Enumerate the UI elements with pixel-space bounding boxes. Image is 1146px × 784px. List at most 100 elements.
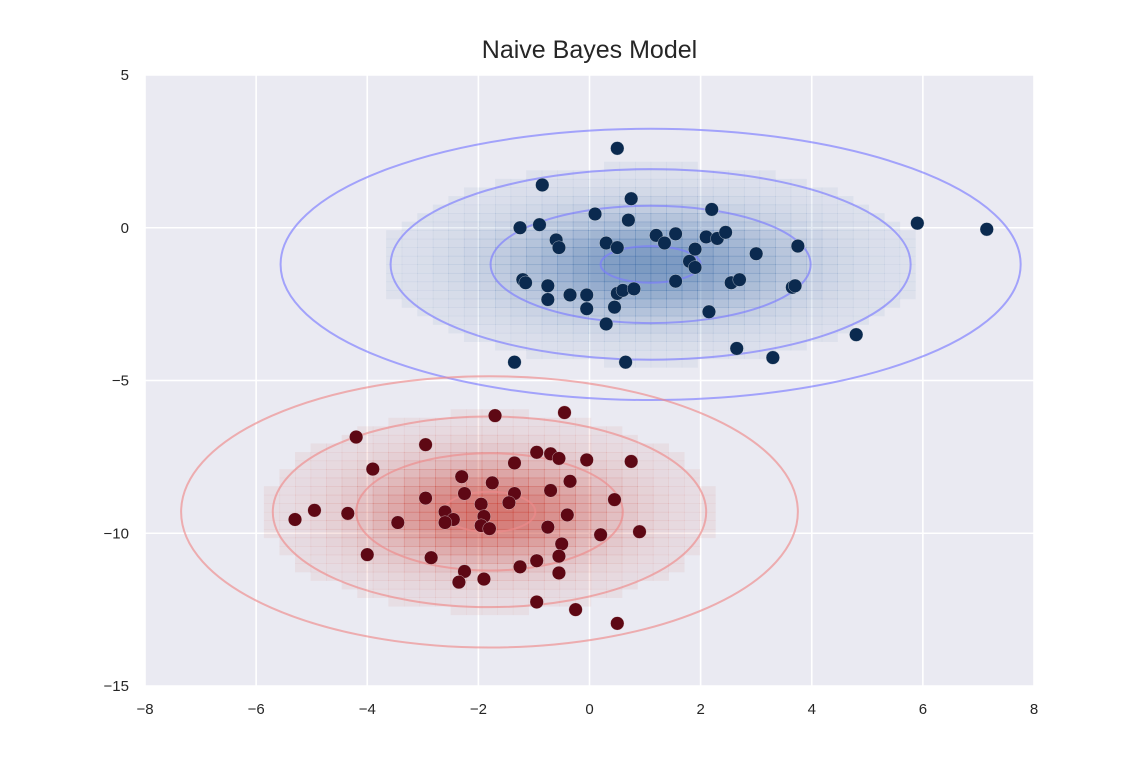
data-point [551, 566, 566, 580]
data-point [599, 317, 614, 331]
x-tick-label: −6 [248, 701, 265, 718]
x-tick-label: −2 [470, 701, 487, 718]
data-point [529, 553, 544, 568]
data-point [593, 527, 608, 542]
data-point [910, 216, 925, 231]
data-point [688, 260, 703, 275]
data-point [365, 462, 380, 477]
data-point [563, 288, 578, 302]
data-point [543, 483, 558, 498]
density-blue [386, 161, 916, 368]
data-point [288, 512, 302, 527]
y-tick-label: −10 [104, 525, 129, 542]
chart-title: Naive Bayes Model [481, 36, 698, 64]
data-point [563, 474, 578, 489]
data-point [607, 492, 622, 507]
data-point [551, 549, 566, 564]
data-point [540, 292, 555, 307]
data-point [476, 572, 491, 587]
data-point [390, 515, 405, 530]
data-point [610, 141, 625, 156]
x-tick-label: 8 [1030, 701, 1038, 718]
data-point [624, 191, 639, 206]
data-point [790, 239, 805, 254]
x-tick-label: −8 [136, 701, 153, 718]
x-tick-label: 2 [696, 701, 704, 718]
data-point [621, 213, 636, 228]
data-point [732, 272, 747, 287]
data-point [624, 454, 639, 469]
data-point [704, 202, 719, 217]
data-point [979, 222, 994, 237]
data-point [554, 536, 569, 551]
data-point [551, 451, 566, 466]
data-point [788, 278, 803, 293]
data-point [688, 242, 703, 257]
data-point [488, 408, 502, 423]
contour-blue [389, 168, 912, 361]
contour-red [355, 452, 624, 572]
data-point [485, 475, 500, 490]
x-tick-label: −4 [359, 701, 376, 718]
data-point [765, 350, 780, 365]
data-point [532, 217, 547, 232]
data-point [729, 341, 744, 356]
data-point [529, 595, 544, 609]
data-point [451, 575, 466, 590]
data-point [607, 300, 622, 315]
data-point [610, 616, 625, 631]
y-tick-label: 0 [121, 220, 129, 237]
data-point [513, 220, 527, 235]
data-point [535, 178, 550, 192]
data-point [579, 452, 594, 467]
data-point [474, 497, 489, 512]
plot-area [180, 127, 1022, 649]
contour-blue [279, 127, 1022, 402]
y-tick-label: −5 [112, 373, 129, 390]
data-point [507, 456, 522, 470]
data-point [579, 288, 594, 302]
data-point [540, 278, 555, 293]
y-tick-label: −15 [104, 678, 129, 695]
data-point [632, 524, 647, 539]
data-point [668, 274, 683, 289]
data-point [454, 469, 469, 484]
data-point [457, 486, 472, 501]
data-point [349, 430, 364, 444]
data-point [360, 547, 375, 562]
data-point [418, 437, 433, 452]
y-tick-label: 5 [121, 67, 129, 84]
data-point [307, 503, 322, 518]
x-tick-label: 0 [585, 701, 593, 718]
data-point [749, 246, 764, 261]
series-0 [507, 141, 994, 370]
data-point [513, 559, 527, 574]
data-point [560, 507, 575, 522]
data-point [588, 207, 603, 221]
data-point [610, 240, 625, 255]
data-point [618, 355, 633, 370]
data-point [438, 515, 452, 530]
data-point [557, 405, 572, 420]
data-point [668, 226, 683, 241]
data-point [579, 301, 594, 316]
x-tick-label: 6 [919, 701, 927, 718]
data-point [424, 550, 439, 565]
contour-red [180, 375, 799, 649]
data-point [568, 602, 583, 617]
data-point [718, 225, 733, 240]
data-point [340, 506, 355, 521]
contour-blue [489, 204, 812, 325]
x-tick-label: 4 [808, 701, 816, 718]
data-point [418, 491, 433, 506]
data-point [482, 521, 497, 536]
data-point [702, 304, 716, 319]
data-point [849, 327, 864, 342]
data-point [501, 495, 516, 510]
series-1 [288, 405, 647, 631]
data-point [518, 275, 533, 290]
data-point [529, 445, 544, 460]
data-point [657, 236, 672, 250]
